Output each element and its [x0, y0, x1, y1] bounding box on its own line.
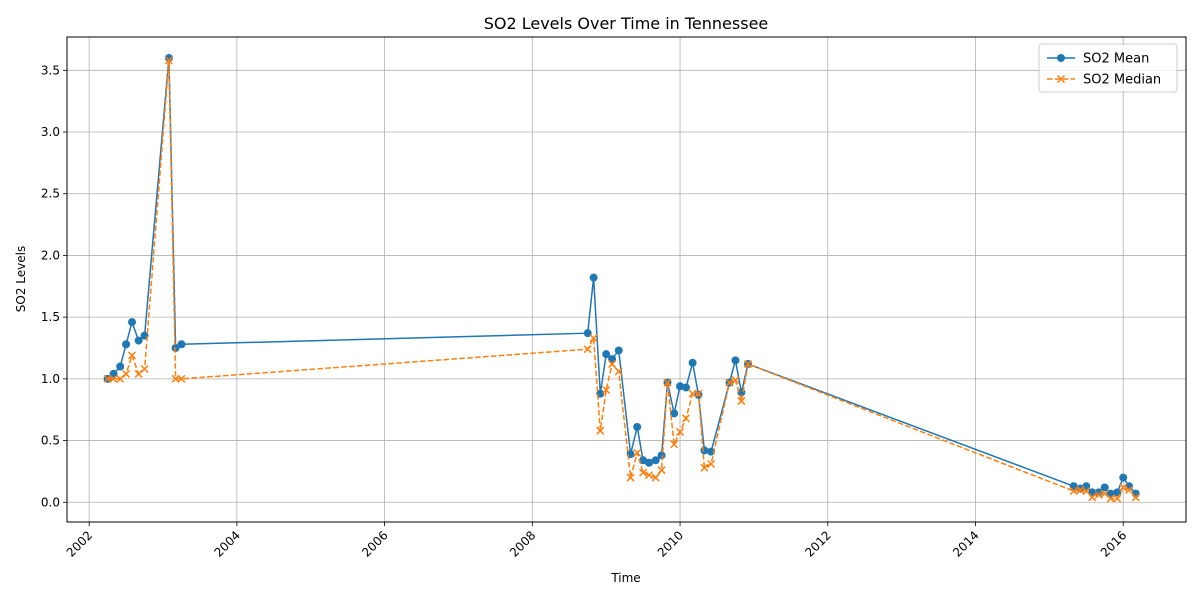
- so2-median-point: [657, 466, 666, 475]
- so2-mean-point: [127, 318, 136, 327]
- so2-mean-point: [164, 53, 173, 62]
- so2-mean-point: [116, 362, 125, 371]
- legend-label-so2-mean: SO2 Mean: [1083, 52, 1149, 67]
- so2-median-point: [109, 374, 118, 383]
- y-tick-label: 3.5: [41, 63, 60, 77]
- so2-median-markers: [103, 56, 1140, 503]
- so2-mean-point: [589, 273, 598, 282]
- so2-mean-point: [657, 451, 666, 460]
- y-tick-label: 2.0: [41, 248, 60, 262]
- y-axis-title: SO2 Levels: [14, 246, 28, 312]
- so2-median-point: [1094, 490, 1103, 499]
- so2-median-point: [633, 448, 642, 457]
- plot-frame: [66, 36, 1187, 523]
- so2-mean-point: [177, 340, 186, 349]
- so2-mean-point: [688, 358, 697, 367]
- so2-mean-point: [122, 340, 131, 349]
- so2-mean-point: [731, 356, 740, 365]
- so2-median-point: [651, 473, 660, 482]
- grid: [67, 37, 1186, 522]
- so2-mean-point: [134, 336, 143, 345]
- y-tick-label: 1.0: [41, 372, 60, 386]
- y-tick-label: 2.5: [41, 187, 60, 201]
- so2-median-point: [177, 374, 186, 383]
- so2-median-point: [700, 463, 709, 472]
- series-layer: [103, 53, 1140, 503]
- so2-median-point: [676, 427, 685, 436]
- so2-mean-point: [614, 346, 623, 355]
- so2-median-point: [737, 397, 746, 406]
- so2-mean-point: [700, 446, 709, 455]
- so2-median-point: [589, 334, 598, 343]
- so2-median-point: [171, 374, 180, 383]
- so2-mean-point: [633, 422, 642, 431]
- legend-label-so2-median: SO2 Median: [1083, 73, 1161, 88]
- so2-median-point: [596, 426, 605, 435]
- so2-mean-point: [1100, 483, 1109, 492]
- so2-median-point: [164, 56, 173, 65]
- so2-mean-point: [1094, 488, 1103, 497]
- so2-median-point: [743, 360, 753, 369]
- so2-mean-point: [651, 456, 660, 465]
- so2-median-point: [1131, 493, 1140, 502]
- y-tick-label: 0.5: [41, 434, 60, 448]
- y-tick-label: 0.0: [41, 495, 60, 509]
- so2-median-point: [731, 376, 740, 385]
- so2-median-point: [140, 364, 149, 374]
- so2-median-point: [626, 473, 635, 482]
- so2-median-point: [644, 471, 654, 480]
- so2-median-point: [127, 351, 137, 360]
- y-tick-label: 3.0: [41, 125, 60, 139]
- so2-median-point: [688, 389, 697, 398]
- chart-title: SO2 Levels Over Time in Tennessee: [484, 14, 769, 33]
- so2-median-point: [602, 385, 611, 394]
- so2-median-point: [1069, 487, 1078, 496]
- so2-median-point: [663, 378, 672, 387]
- so2-median-point: [583, 345, 592, 354]
- so2-median-point: [681, 414, 690, 423]
- so2-median-point: [122, 369, 131, 378]
- so2-median-point: [670, 440, 679, 449]
- so2-median-point: [1113, 494, 1122, 503]
- legend-marker-so2-median: [1056, 74, 1066, 84]
- so2-median-point: [1082, 487, 1091, 496]
- so2-median-point: [639, 468, 648, 477]
- so2-median-point: [614, 367, 623, 376]
- so2-median-point: [103, 374, 112, 383]
- so2-median-point: [694, 389, 703, 398]
- so2-median-point: [725, 378, 734, 387]
- legend-box: [1038, 43, 1178, 93]
- so2-median-point: [608, 360, 617, 369]
- so2-mean-markers: [103, 53, 1140, 498]
- x-axis-title: Time: [610, 571, 640, 585]
- so2-median-point: [707, 459, 716, 469]
- so2-mean-point: [681, 383, 690, 392]
- so2-median-point: [1106, 494, 1115, 503]
- so2-mean-point: [645, 458, 654, 467]
- so2-median-point: [1076, 485, 1085, 494]
- so2-mean-point: [670, 409, 679, 418]
- y-axis-ticks: 0.0 0.5 1.0 1.5 2.0 2.5 3.0 3.5: [41, 63, 67, 509]
- so2-median-point: [1125, 485, 1134, 494]
- legend: SO2 Mean SO2 Median: [1038, 43, 1178, 93]
- so2-median-point: [1119, 483, 1128, 492]
- y-tick-label: 1.5: [41, 310, 60, 324]
- legend-marker-so2-mean: [1057, 54, 1065, 62]
- so2-median-point: [1088, 493, 1097, 502]
- so2-mean-point: [602, 350, 611, 359]
- so2-mean-point: [1119, 473, 1128, 482]
